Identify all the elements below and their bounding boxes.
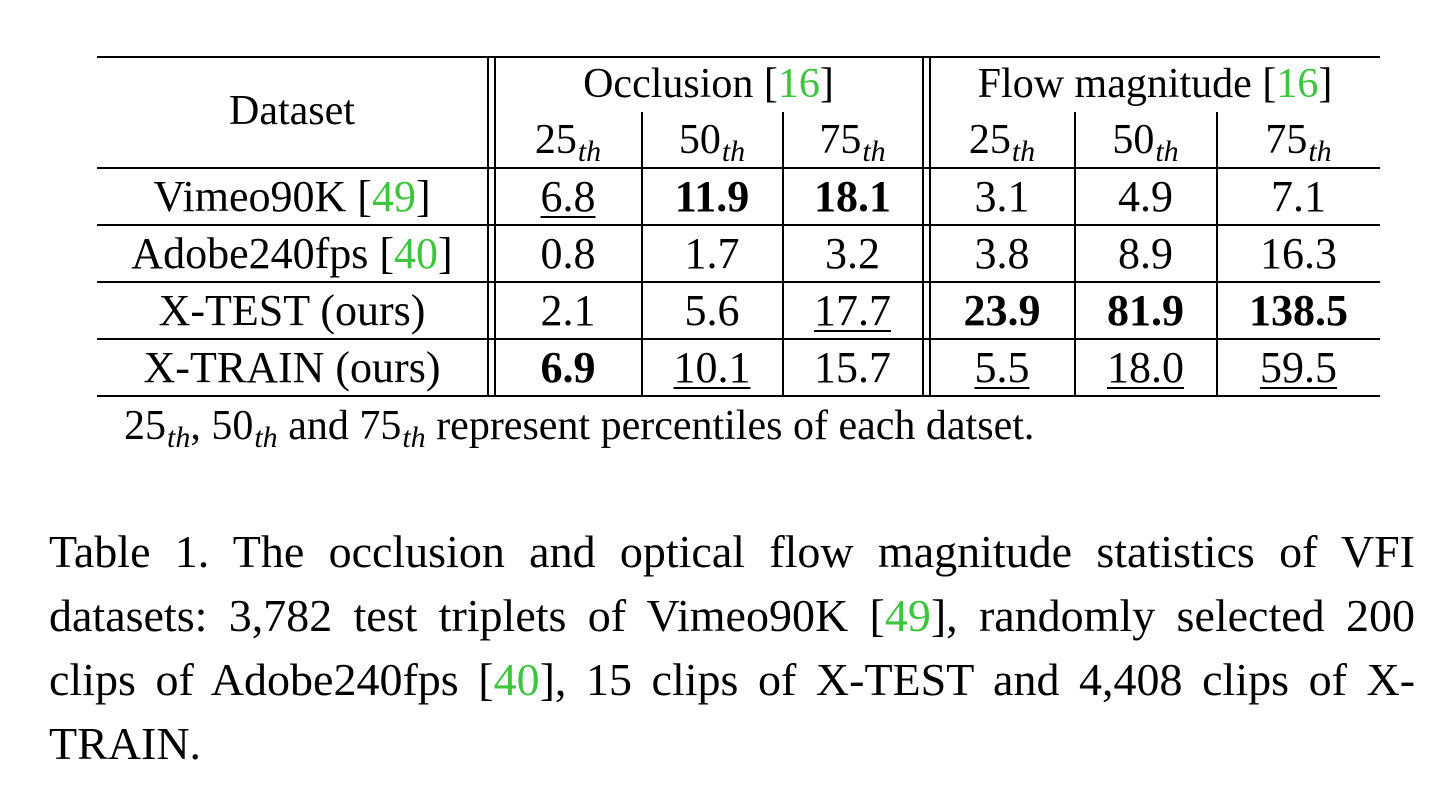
dataset-name: X-TRAIN (ours) — [143, 343, 441, 392]
column-rule — [1216, 112, 1218, 397]
table-cell: 1.7 — [684, 229, 740, 278]
bottom-rule — [97, 395, 1380, 397]
header-rule — [97, 167, 1380, 169]
citation-link[interactable]: 40 — [493, 654, 540, 705]
table-footnote: 25th, 50th and 75th represent percentile… — [124, 403, 1035, 455]
citation-link[interactable]: 40 — [394, 229, 439, 278]
column-rule — [641, 112, 643, 397]
percentile-header: 50th — [1112, 117, 1179, 169]
percentile-header: 25th — [534, 117, 602, 169]
table-cell: 6.9 — [540, 343, 596, 392]
dataset-name: Vimeo90K [49] — [153, 172, 431, 221]
dataset-header: Dataset — [229, 88, 355, 134]
table-caption: Table 1. The occlusion and optical flow … — [49, 526, 1416, 769]
double-rule-left — [494, 56, 496, 397]
occlusion-header: Occlusion [16] — [583, 61, 834, 107]
table-cell: 138.5 — [1249, 286, 1348, 335]
table-cell: 6.8 — [540, 172, 596, 221]
double-rule-left — [487, 56, 489, 397]
percentile-header: 75th — [819, 117, 886, 169]
table-cell: 18.0 — [1107, 343, 1184, 392]
table-cell: 11.9 — [674, 172, 750, 221]
table-cell: 3.1 — [974, 172, 1030, 221]
row-rule — [97, 224, 1380, 226]
table-cell: 23.9 — [963, 286, 1041, 335]
column-rule — [782, 112, 784, 397]
table-cell: 5.5 — [974, 343, 1030, 392]
percentile-header: 50th — [678, 117, 746, 169]
flow-magnitude-header: Flow magnitude [16] — [977, 61, 1333, 107]
table-cell: 16.3 — [1260, 229, 1337, 278]
dataset-name: X-TEST (ours) — [158, 286, 426, 335]
percentile-header: 25th — [968, 117, 1036, 169]
table-cell: 3.8 — [974, 229, 1030, 278]
table-cell: 59.5 — [1260, 343, 1337, 392]
citation-link[interactable]: 16 — [1276, 61, 1319, 107]
row-rule — [97, 338, 1380, 340]
table-cell: 2.1 — [540, 286, 596, 335]
table-cell: 5.6 — [684, 286, 740, 335]
column-rule — [1074, 112, 1076, 397]
double-rule-right — [922, 56, 924, 397]
table-cell: 7.1 — [1271, 172, 1326, 221]
top-rule — [97, 56, 1380, 58]
double-rule-right — [929, 56, 931, 397]
row-rule — [97, 281, 1380, 283]
percentile-header: 75th — [1265, 117, 1332, 169]
citation-link[interactable]: 49 — [884, 590, 931, 641]
table-cell: 8.9 — [1118, 229, 1173, 278]
table-cell: 81.9 — [1107, 286, 1184, 335]
table-cell: 4.9 — [1118, 172, 1173, 221]
table-cell: 3.2 — [825, 229, 880, 278]
table-cell: 18.1 — [814, 172, 891, 221]
table-cell: 10.1 — [673, 343, 751, 392]
citation-link[interactable]: 16 — [777, 61, 820, 107]
table-cell: 17.7 — [814, 286, 891, 335]
dataset-name: Adobe240fps [40] — [131, 229, 453, 278]
table-cell: 15.7 — [814, 343, 891, 392]
citation-link[interactable]: 49 — [371, 172, 416, 221]
table-cell: 0.8 — [540, 229, 596, 278]
